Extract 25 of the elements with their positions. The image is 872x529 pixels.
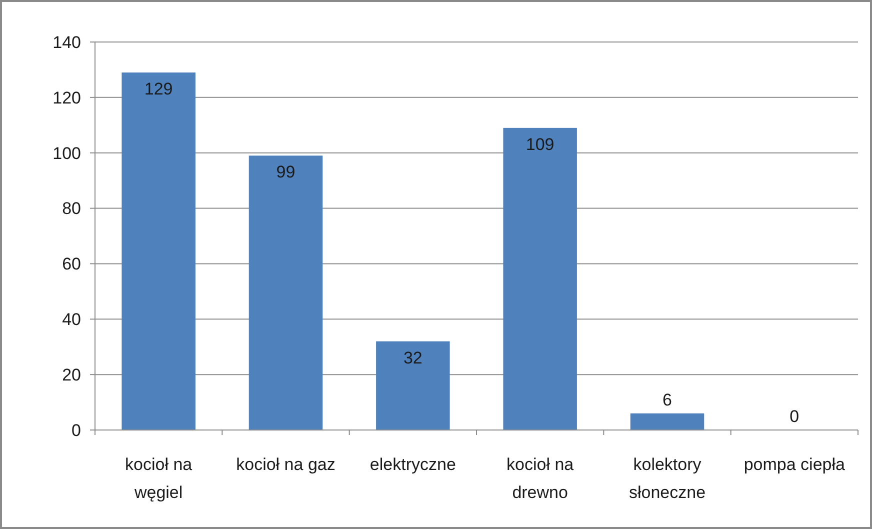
data-label: 99 — [276, 162, 296, 182]
y-tick-label: 60 — [62, 254, 81, 274]
y-tick-label: 80 — [62, 199, 81, 218]
bar — [503, 128, 577, 430]
x-tick-label: kocioł na węgiel — [125, 455, 193, 502]
x-tick-label: pompa ciepła — [744, 455, 846, 474]
data-label: 109 — [526, 134, 554, 154]
y-tick-label: 100 — [52, 144, 81, 163]
data-label: 0 — [790, 407, 800, 426]
x-tick-label: elektryczne — [370, 455, 456, 474]
data-label: 32 — [403, 348, 422, 368]
data-label: 6 — [662, 390, 672, 410]
y-tick-label: 20 — [62, 366, 81, 385]
x-tick-label: kocioł na gaz — [236, 455, 336, 474]
x-tick-label: kocioł na drewno — [506, 455, 574, 502]
data-label: 129 — [144, 79, 173, 98]
bar — [630, 413, 704, 430]
x-tick-label: kolektory słoneczne — [628, 455, 706, 502]
bar — [376, 341, 450, 430]
y-tick-label: 0 — [72, 420, 81, 440]
bar — [122, 72, 196, 430]
y-tick-label: 40 — [62, 310, 81, 330]
y-tick-label: 140 — [52, 32, 81, 52]
bar — [248, 156, 323, 430]
y-tick-label: 120 — [52, 88, 81, 108]
